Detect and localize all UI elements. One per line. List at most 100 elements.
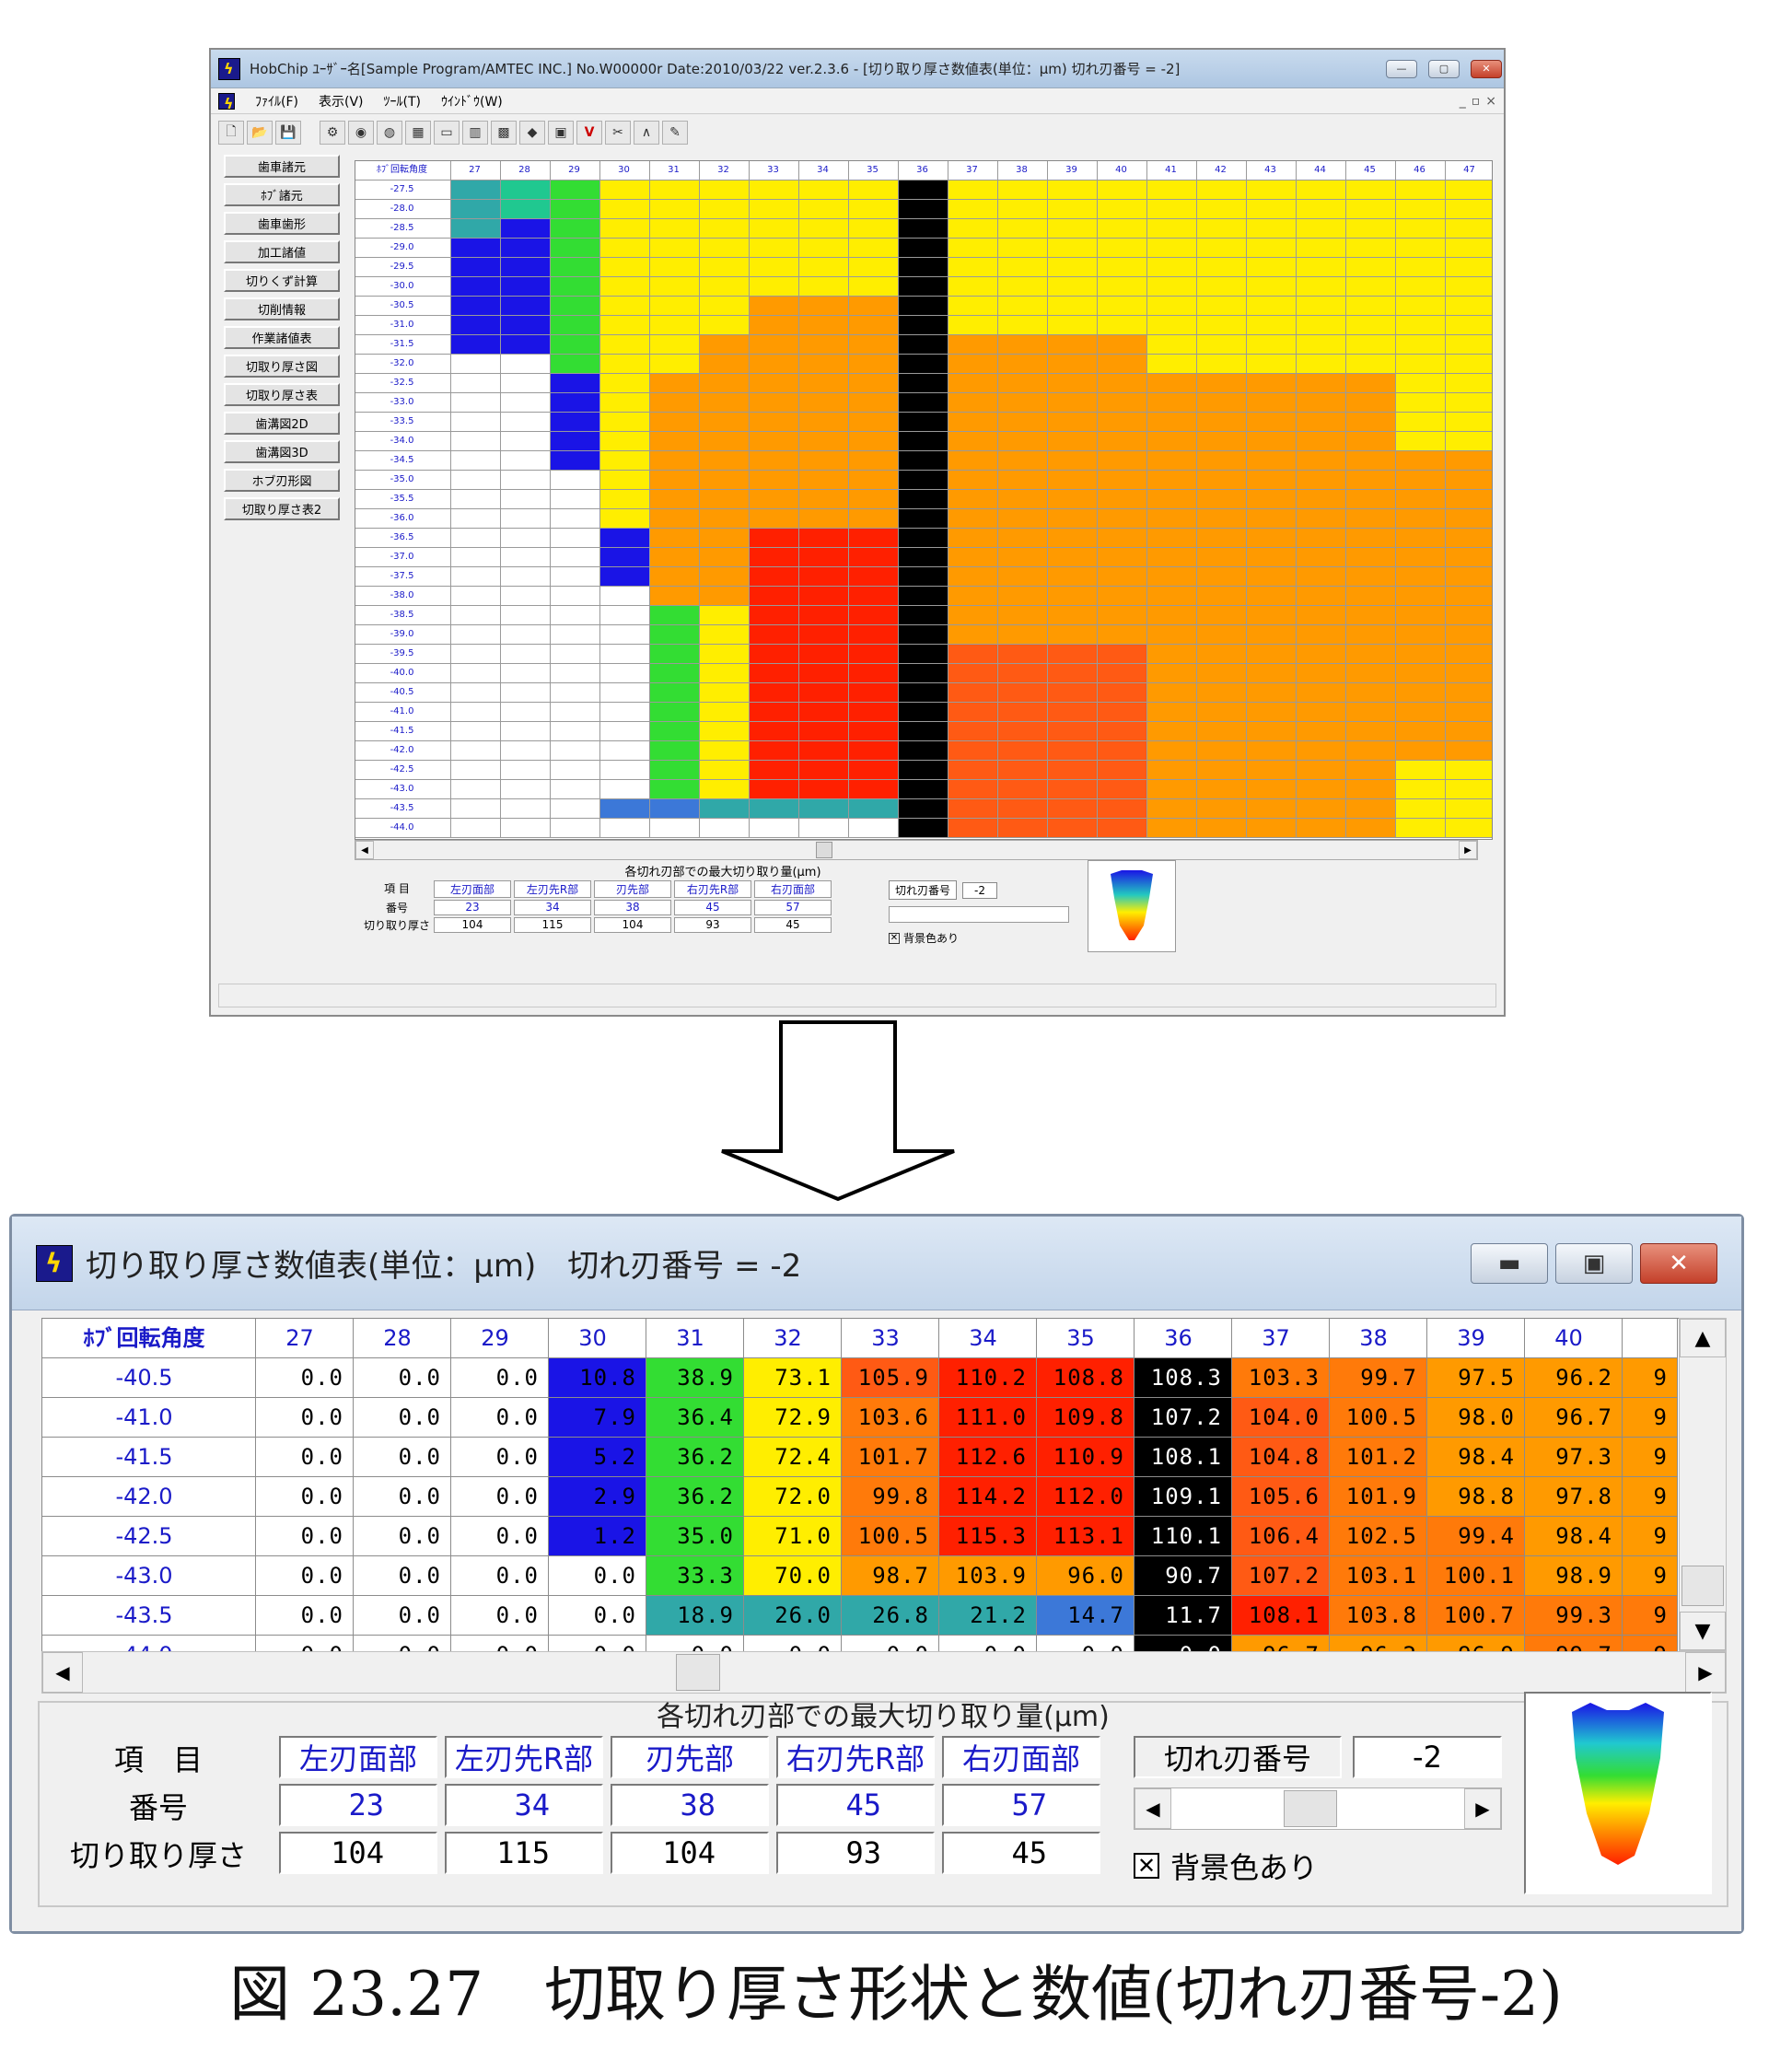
grid-cell[interactable] [1197,490,1247,509]
grid-cell[interactable] [600,200,650,219]
grid-cell[interactable] [700,741,750,761]
grid-cell[interactable] [998,645,1048,664]
grid-cell[interactable] [1396,239,1446,258]
grid-cell[interactable] [799,335,849,355]
grid-cell[interactable]: 36.4 [646,1398,744,1438]
grid-cell[interactable] [849,761,899,780]
grid-cell[interactable] [750,741,799,761]
grid-cell[interactable] [1197,451,1247,471]
grid-cell[interactable] [1446,567,1492,587]
grid-cell[interactable] [998,567,1048,587]
grid-cell[interactable] [700,780,750,799]
grid-cell[interactable] [551,451,600,471]
grid-cell[interactable]: 109.1 [1135,1477,1232,1517]
grid-cell[interactable] [1048,258,1098,277]
grid-cell[interactable] [650,432,700,451]
grid-cell[interactable] [1297,761,1346,780]
grid-cell[interactable] [700,471,750,490]
grid-cell[interactable]: 108.8 [1037,1358,1135,1398]
grid-cell[interactable]: 99.4 [1427,1517,1525,1556]
grid-cell[interactable] [1446,703,1492,722]
grid-cell[interactable]: 9 [1623,1636,1678,1651]
grid-cell[interactable] [1446,548,1492,567]
grid-cell[interactable] [1346,355,1396,374]
grid-cell[interactable] [600,451,650,471]
grid-cell[interactable] [1396,819,1446,838]
grid-cell[interactable] [551,761,600,780]
grid-cell[interactable] [1197,316,1247,335]
grid-cell[interactable] [1446,258,1492,277]
grid-cell[interactable]: 111.0 [939,1398,1037,1438]
grid-cell[interactable] [1247,780,1297,799]
grid-cell[interactable] [899,180,948,200]
grid-cell[interactable] [700,664,750,683]
grid-cell[interactable] [1147,258,1197,277]
grid-cell[interactable] [1247,645,1297,664]
column-header[interactable]: 34 [799,161,849,180]
grid-cell[interactable]: 96.0 [1037,1556,1135,1596]
grid-cell[interactable] [1098,761,1147,780]
grid-cell[interactable] [750,451,799,471]
grid-cell[interactable] [1048,567,1098,587]
grid-cell[interactable] [849,413,899,432]
grid-cell[interactable] [948,645,998,664]
grid-cell[interactable] [1297,703,1346,722]
grid-cell[interactable] [899,490,948,509]
grid-cell[interactable] [849,780,899,799]
grid-cell[interactable] [451,799,501,819]
grid-cell[interactable] [650,625,700,645]
grid-cell[interactable] [948,258,998,277]
grid-cell[interactable] [1197,335,1247,355]
grid-cell[interactable] [799,451,849,471]
grid-cell[interactable] [1247,606,1297,625]
grid-cell[interactable]: 9 [1623,1556,1678,1596]
grid-cell[interactable] [799,529,849,548]
grid-cell[interactable] [700,490,750,509]
grid-cell[interactable] [1346,471,1396,490]
grid-cell[interactable] [948,664,998,683]
grid-cell[interactable]: 99.3 [1525,1596,1623,1636]
grid-cell[interactable] [948,567,998,587]
grid-cell[interactable]: 38.9 [646,1358,744,1398]
grid-cell[interactable] [1048,606,1098,625]
gear-data-icon[interactable]: ⚙ [320,121,345,145]
grid-cell[interactable] [501,355,551,374]
grid-cell[interactable] [948,780,998,799]
grid-cell[interactable] [1098,239,1147,258]
grid-cell[interactable] [1396,587,1446,606]
grid-cell[interactable] [1147,297,1197,316]
grid-cell[interactable] [551,799,600,819]
grid-cell[interactable] [1247,432,1297,451]
grid-cell[interactable] [1396,606,1446,625]
grid-cell[interactable]: 103.3 [1232,1358,1330,1398]
grid-cell[interactable]: 96.2 [1525,1358,1623,1398]
grid-cell[interactable] [650,277,700,297]
top-edge-scrollbar[interactable] [889,906,1069,923]
grid-cell[interactable] [1297,587,1346,606]
grid-cell[interactable] [948,277,998,297]
grid-cell[interactable] [1446,413,1492,432]
column-header[interactable]: 39 [1048,161,1098,180]
new-file-icon[interactable]: 🗋 [218,121,244,145]
grid-cell[interactable] [551,374,600,393]
grid-cell[interactable] [1396,509,1446,529]
scroll-down-icon[interactable]: ▼ [1680,1612,1726,1650]
grid-cell[interactable] [1048,548,1098,567]
mdi-close-icon[interactable]: × [1485,93,1496,109]
grid-cell[interactable] [1297,393,1346,413]
grid-cell[interactable] [1446,606,1492,625]
menu-view[interactable]: 表示(V) [318,94,364,110]
grid-cell[interactable]: 0.0 [549,1556,646,1596]
top-horizontal-scrollbar[interactable]: ◀ ▶ [355,840,1478,860]
minimize-button[interactable]: — [1386,59,1417,78]
column-header[interactable]: 40 [1525,1319,1623,1358]
grid-cell[interactable]: 0.0 [354,1398,451,1438]
grid-cell[interactable] [998,548,1048,567]
grid-cell[interactable] [1098,529,1147,548]
column-header[interactable]: 41 [1147,161,1197,180]
grid-cell[interactable] [600,529,650,548]
grid-cell[interactable] [1297,277,1346,297]
grid-icon[interactable]: ▩ [491,121,517,145]
grid-cell[interactable] [451,567,501,587]
grid-cell[interactable] [899,258,948,277]
